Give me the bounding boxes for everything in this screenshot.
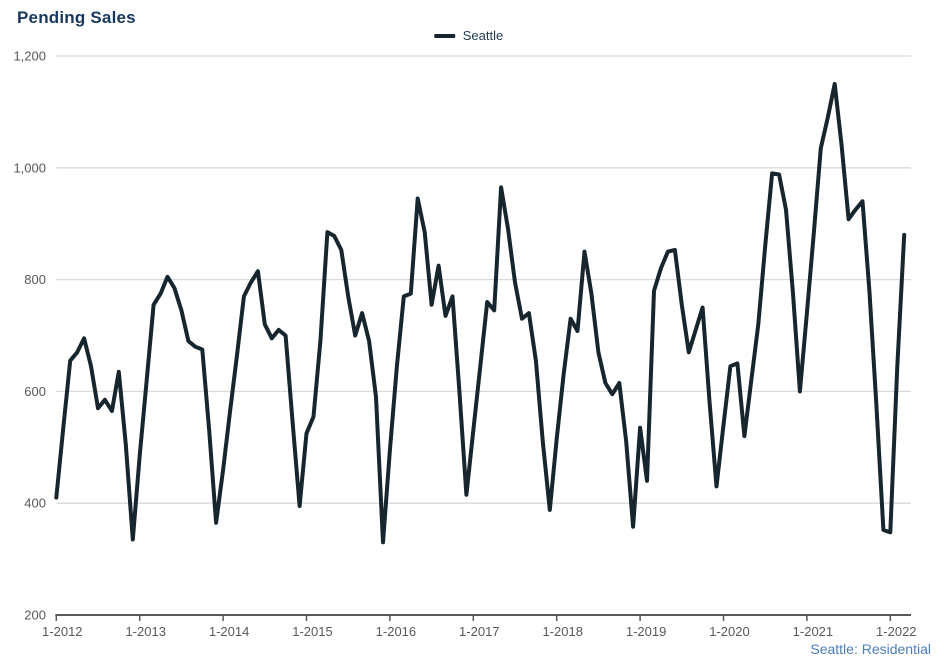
x-axis: 1-2012 1-2013 1-2014 1-2015 1-2016 1-2017 1-20… bbox=[42, 614, 917, 639]
x-tick-label: 1-2016 bbox=[376, 624, 416, 639]
y-tick-label: 1,000 bbox=[13, 160, 46, 175]
x-tick-label: 1-2018 bbox=[542, 624, 582, 639]
chart-source-note: Seattle: Residential bbox=[810, 641, 931, 657]
legend-line-swatch-icon bbox=[433, 33, 455, 38]
y-tick-label: 800 bbox=[24, 272, 46, 287]
y-axis-labels: 200 400 600 800 1,000 1,200 bbox=[13, 49, 46, 623]
y-tick-label: 600 bbox=[24, 384, 46, 399]
y-tick-label: 200 bbox=[24, 608, 46, 623]
x-tick-label: 1-2022 bbox=[876, 624, 916, 639]
x-tick-label: 1-2020 bbox=[709, 624, 749, 639]
x-tick-label: 1-2017 bbox=[459, 624, 499, 639]
x-tick-label: 1-2013 bbox=[125, 624, 165, 639]
page-title: Pending Sales bbox=[17, 8, 136, 27]
series-line-seattle bbox=[54, 81, 907, 545]
y-tick-label: 1,200 bbox=[13, 49, 46, 64]
y-tick-label: 400 bbox=[24, 496, 46, 511]
x-tick-label: 1-2021 bbox=[793, 624, 833, 639]
legend-label: Seattle bbox=[462, 28, 504, 43]
x-tick-label: 1-2019 bbox=[626, 624, 666, 639]
legend-item-seattle[interactable]: Seattle bbox=[433, 28, 504, 43]
x-tick-label: 1-2015 bbox=[292, 624, 332, 639]
x-tick-label: 1-2012 bbox=[42, 624, 82, 639]
gridlines bbox=[56, 55, 911, 504]
x-tick-label: 1-2014 bbox=[209, 624, 249, 639]
